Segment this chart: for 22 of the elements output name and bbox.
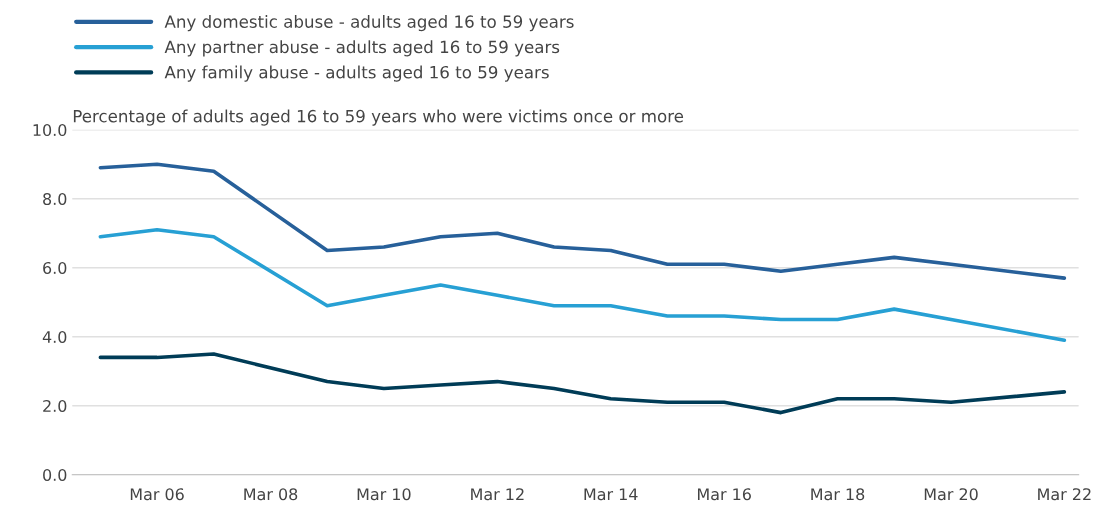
x-tick-label: Mar 14 (584, 488, 638, 501)
y-tick-label: 8.0 (43, 192, 67, 206)
x-tick-label: Mar 10 (357, 488, 411, 501)
y-tick-label: 6.0 (43, 261, 67, 275)
line-series (98, 228, 1067, 342)
y-axis-title: Percentage of adults aged 16 to 59 years who were victims once or more (73, 109, 684, 126)
x-tick-label: Mar 16 (697, 488, 751, 501)
legend-label: Any partner abuse - adults aged 16 to 59 years (164, 40, 560, 57)
x-tick-label: Mar 22 (1038, 488, 1091, 501)
x-tick-label: Mar 20 (924, 488, 978, 501)
x-tick-label: Mar 08 (244, 488, 298, 501)
line-series (98, 352, 1067, 415)
legend-label: Any family abuse - adults aged 16 to 59 years (164, 65, 549, 82)
x-tick-label: Mar 12 (471, 488, 524, 501)
y-tick-label: 10.0 (33, 124, 67, 137)
y-tick-label: 2.0 (43, 399, 67, 413)
y-tick-label: 0.0 (43, 468, 67, 481)
line-series (98, 162, 1067, 280)
legend-label: Any domestic abuse - adults aged 16 to 59 years (164, 15, 574, 32)
x-tick-label: Mar 06 (130, 488, 184, 501)
x-tick-label: Mar 18 (811, 488, 865, 501)
y-tick-label: 4.0 (42, 330, 67, 344)
